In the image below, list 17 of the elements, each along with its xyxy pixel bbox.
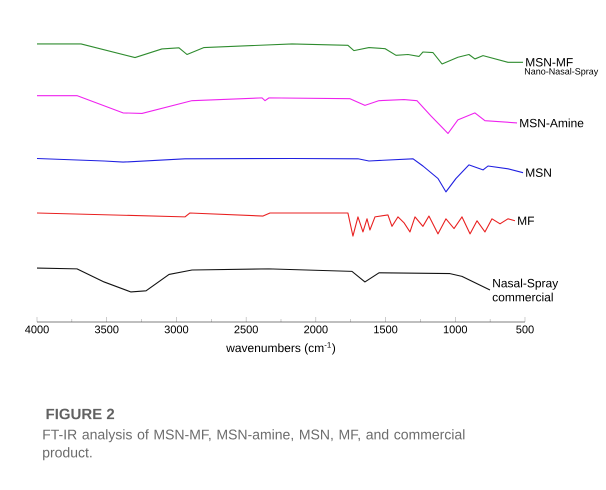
x-axis-title: wavenumbers (cm$^{-1}$) <box>226 342 336 355</box>
annotation: Nano-Nasal-Spray <box>524 68 598 76</box>
x-tick-label: 2000 <box>304 326 328 334</box>
x-tick-label: 500 <box>516 326 534 334</box>
x-tick-label: 1500 <box>374 326 398 334</box>
series-label: MSN-Amine <box>520 118 584 128</box>
x-tick-label: 1000 <box>444 326 468 334</box>
x-tick-label: 3500 <box>94 326 119 334</box>
x-tick-label: 2500 <box>234 326 258 334</box>
series-label: MF <box>518 216 534 225</box>
text: FIGURE 2 <box>46 408 114 420</box>
x-tick-label: 4000 <box>25 326 49 334</box>
series-label: Nasal-Spray commercial <box>492 278 558 302</box>
text: FT-IR analysis of MSN-MF, MSN-amine, MSN, MF, and commercial product. <box>43 429 464 460</box>
series-label: MSN-MF <box>526 58 573 67</box>
series-label: MSN <box>526 168 551 177</box>
x-tick-label: 3000 <box>164 326 188 334</box>
